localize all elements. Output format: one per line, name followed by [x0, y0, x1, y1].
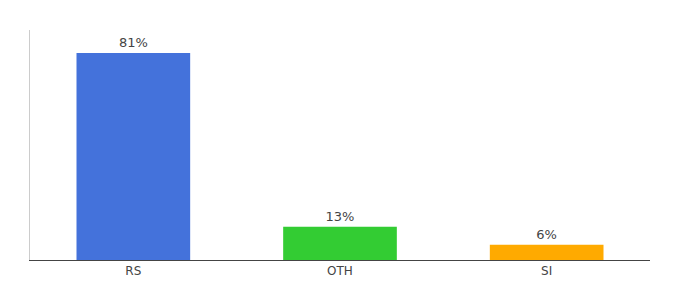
- svg-text:OTH: OTH: [327, 264, 353, 278]
- svg-text:81%: 81%: [119, 35, 148, 50]
- svg-text:SI: SI: [541, 264, 552, 278]
- svg-text:6%: 6%: [536, 227, 557, 242]
- svg-text:13%: 13%: [326, 209, 355, 224]
- svg-text:RS: RS: [125, 264, 141, 278]
